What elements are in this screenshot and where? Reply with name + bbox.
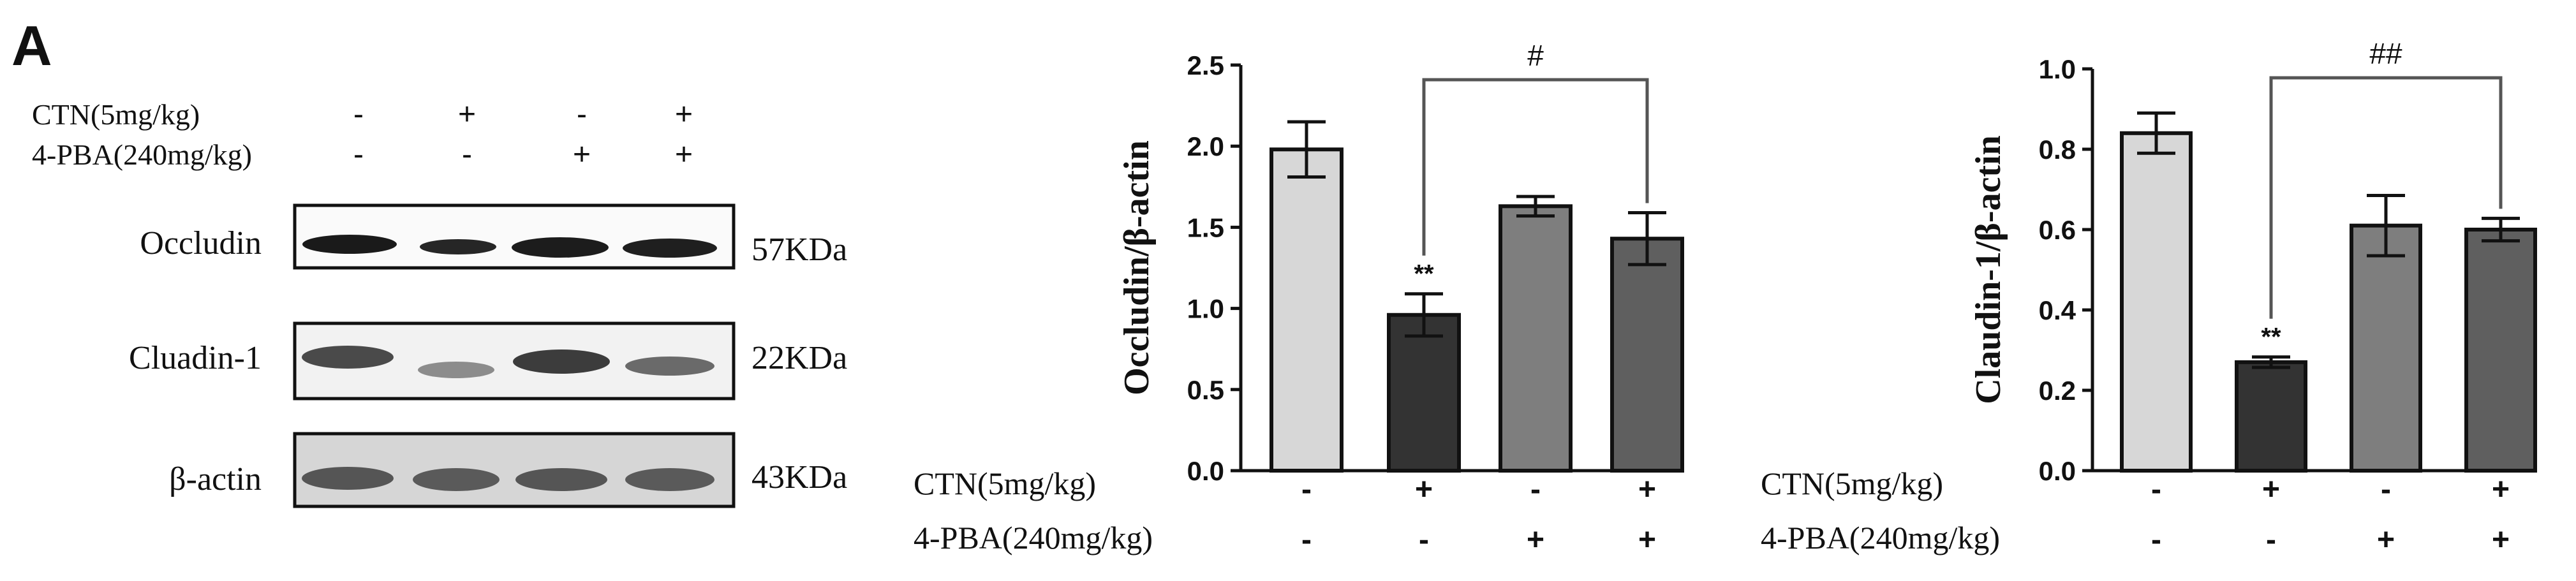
y-tick-label: 0.2 [2039,376,2076,406]
actin-band-2 [413,468,500,491]
bar [1269,147,1344,473]
blot-ctn-label: CTN(5mg/kg) [32,98,200,131]
cluadin-band-1 [302,346,394,369]
chart1-pba-label: 4-PBA(240mg/kg) [914,520,1153,555]
blot-pba-label: 4-PBA(240mg/kg) [32,138,252,171]
y-tick-label: 0.6 [2039,215,2076,245]
pba-sign: + [1638,523,1656,557]
y-tick-label: 0.0 [2039,456,2076,486]
blot-size-label-3: 43KDa [751,459,847,496]
blot-protein-label-2: Cluadin-1 [129,340,262,376]
bar [1499,204,1573,473]
bar [2464,228,2537,473]
y-tick-label: 2.0 [1187,131,1224,161]
chart-claudin: 0.0 0.2 0.4 0.6 0.8 1.0 Claudin-1/β-actin ** ## -… [1969,37,2537,557]
occludin-band-3 [512,237,609,258]
blot-pba-sign: + [573,138,591,172]
pba-sign: + [2492,523,2510,557]
pba-sign: - [1419,523,1429,557]
bar [2120,131,2193,473]
blot-protein-label-1: Occludin [140,225,262,261]
y-tick-label: 1.0 [2039,54,2076,84]
cluadin-band-4 [625,357,714,376]
ctn-sign: - [2151,473,2161,506]
ctn-sign: - [2381,473,2391,506]
pba-sign: + [1527,523,1544,557]
western-blot [293,203,736,508]
blot-size-label-2: 22KDa [751,340,847,376]
blot-ctn-sign: + [675,98,693,131]
y-tick-label: 0.5 [1187,375,1224,405]
blot-condition-signs: - + - + - - + + [353,98,693,172]
blot-ctn-sign: - [577,98,587,131]
occludin-band-4 [623,239,717,258]
y-tick-label: 1.5 [1187,212,1224,242]
y-tick-label: 0.8 [2039,135,2076,165]
y-tick-label: 1.0 [1187,294,1224,324]
blot-pba-sign: - [462,138,472,172]
y-tick-label: 0.0 [1187,456,1224,486]
blot-pba-sign: + [675,138,693,172]
bar [2350,223,2422,473]
bar [2235,360,2307,473]
chart2-ctn-label: CTN(5mg/kg) [1761,466,1943,501]
chart2-pba-label: 4-PBA(240mg/kg) [1761,520,2000,555]
significance-marker: ** [2261,323,2281,351]
comparison-label: # [1527,39,1544,72]
panel-label: A [11,14,52,77]
cluadin-band-3 [513,349,610,374]
bar [1610,237,1684,473]
blot-ctn-sign: - [353,98,364,131]
ctn-sign: - [1301,473,1312,506]
blot-ctn-sign: + [458,98,476,131]
actin-band-1 [302,467,394,490]
y-axis-label: Claudin-1/β-actin [1969,135,2008,404]
ctn-sign: + [2492,473,2510,506]
pba-sign: - [2151,523,2161,557]
pba-sign: - [1301,523,1312,557]
chart1-ctn-label: CTN(5mg/kg) [914,466,1096,501]
significance-marker: ** [1414,260,1434,288]
comparison-bracket [2269,76,2503,319]
ctn-sign: + [1415,473,1433,506]
blot-pba-sign: - [353,138,364,172]
y-tick-label: 0.4 [2039,295,2076,325]
comparison-bracket [1422,78,1649,256]
occludin-band-1 [302,235,397,254]
y-tick-label: 2.5 [1187,50,1224,80]
comparison-label: ## [2369,37,2402,70]
bar [1387,313,1461,473]
occludin-band-2 [420,239,496,254]
ctn-sign: - [1530,473,1541,506]
pba-sign: + [2377,523,2395,557]
cluadin-band-2 [418,362,494,378]
blot-size-label-1: 57KDa [751,232,847,268]
ctn-sign: + [2262,473,2280,506]
chart-occludin: 0.0 0.5 1.0 1.5 2.0 2.5 Occludin/β-actin ** # - + -… [1117,39,1684,557]
pba-sign: - [2266,523,2276,557]
actin-band-3 [515,468,607,491]
y-axis-label: Occludin/β-actin [1117,140,1157,395]
actin-band-4 [625,468,714,491]
blot-protein-label-3: β-actin [169,461,262,497]
ctn-sign: + [1638,473,1656,506]
